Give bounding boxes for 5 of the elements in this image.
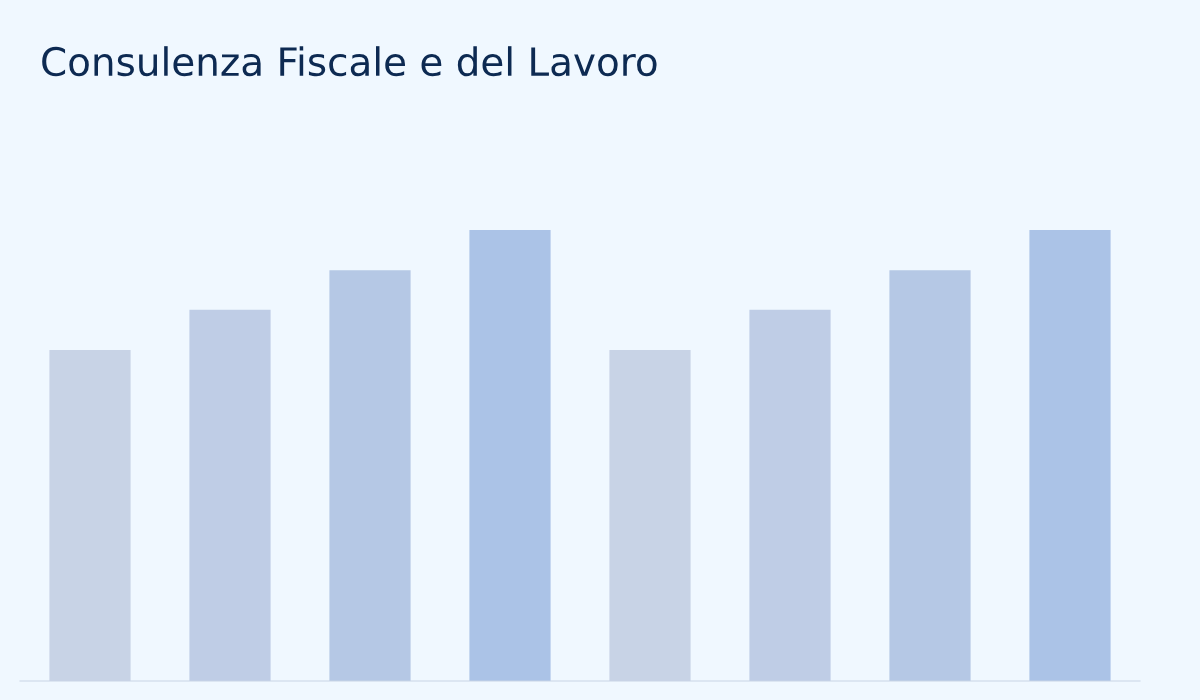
bar <box>889 270 971 681</box>
bar <box>329 270 411 681</box>
bar <box>469 230 551 681</box>
bar <box>1029 230 1111 681</box>
chart-title: Consulenza Fiscale e del Lavoro <box>42 46 657 77</box>
